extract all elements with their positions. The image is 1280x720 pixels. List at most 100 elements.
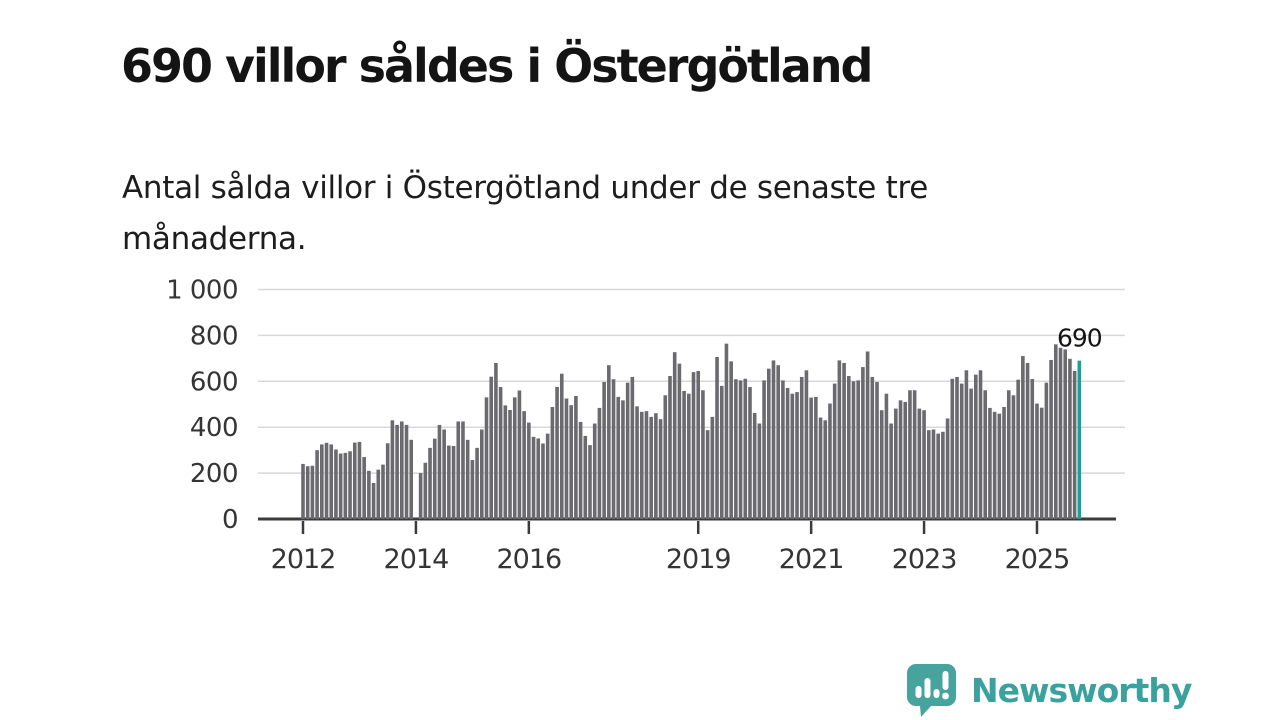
bar [912, 390, 917, 519]
bar [959, 383, 964, 519]
bar [715, 356, 719, 519]
bar [541, 443, 545, 519]
bar [381, 464, 385, 519]
bar [766, 368, 771, 519]
bar [310, 465, 315, 519]
bar [992, 411, 997, 519]
bar [964, 370, 969, 519]
bar [832, 383, 837, 519]
bar [334, 449, 338, 519]
bar [592, 423, 597, 519]
bar [842, 362, 846, 519]
bar [719, 385, 724, 519]
bar [799, 376, 804, 519]
page-subtitle: Antal sålda villor i Östergötland under … [122, 170, 928, 257]
bar [931, 429, 936, 519]
bar [687, 393, 691, 519]
bar [663, 395, 668, 519]
newsworthy-logo-icon [907, 664, 956, 717]
bar [889, 423, 893, 519]
bar [301, 463, 305, 519]
bar [555, 387, 559, 519]
bar [856, 380, 860, 519]
bar [343, 452, 348, 519]
bar [639, 411, 644, 519]
bar [447, 445, 451, 519]
bar [668, 376, 672, 519]
bar [423, 462, 428, 519]
y-tick-label: 600 [190, 367, 238, 397]
bar [371, 482, 376, 519]
bar [710, 416, 715, 519]
bar [635, 406, 639, 519]
bar [559, 373, 564, 519]
bar [846, 376, 851, 519]
y-tick-label: 1 000 [166, 276, 238, 306]
bar [456, 421, 461, 519]
bar [1068, 358, 1072, 519]
highlight-value-label: 690 [1057, 324, 1102, 353]
bar [390, 420, 395, 519]
bar [903, 401, 908, 519]
bar [757, 423, 762, 519]
bar [818, 417, 823, 519]
bar [621, 400, 625, 519]
bar [451, 446, 456, 519]
bar [705, 430, 710, 519]
bar [729, 361, 733, 519]
bar [861, 367, 865, 519]
bar [894, 408, 898, 519]
bar [762, 380, 766, 519]
bar [1011, 395, 1016, 519]
bar [696, 370, 701, 519]
bar [748, 387, 752, 519]
bar [498, 387, 503, 519]
bar [395, 424, 399, 519]
bar [1039, 407, 1044, 519]
bar [550, 407, 555, 519]
bar [489, 376, 493, 519]
bar [658, 419, 663, 519]
bar [691, 372, 696, 519]
bar [795, 392, 799, 519]
bar [527, 422, 531, 519]
bar [418, 473, 423, 519]
x-tick-label: 2012 [271, 544, 336, 575]
bar [324, 442, 329, 519]
y-tick-label: 200 [190, 459, 238, 489]
bar [362, 457, 366, 519]
brand-name: Newsworthy [971, 670, 1192, 710]
newsworthy-brand[interactable]: Newsworthy [902, 662, 1192, 718]
bar [376, 469, 381, 519]
bar [578, 421, 583, 519]
bar [494, 362, 498, 519]
bar [701, 390, 705, 519]
bar [908, 390, 912, 519]
bar [479, 429, 484, 519]
bar [677, 363, 682, 519]
bar [329, 444, 334, 519]
bar [917, 408, 922, 519]
x-tick-label: 2021 [779, 544, 844, 575]
bar [1006, 390, 1011, 519]
bar [409, 439, 414, 519]
bar [955, 376, 959, 519]
bar [597, 407, 602, 519]
bar [367, 470, 371, 519]
bar [870, 376, 875, 519]
bar [569, 405, 573, 519]
bar [611, 379, 616, 519]
bar [602, 381, 606, 519]
bar [997, 413, 1002, 519]
bar [837, 360, 842, 519]
x-tick-label: 2023 [892, 544, 957, 575]
bar [978, 370, 983, 519]
bar [950, 378, 955, 519]
bar [879, 410, 884, 519]
bar [470, 460, 475, 519]
bar [400, 421, 404, 519]
bar [926, 430, 931, 519]
bar [503, 405, 508, 519]
bar [1035, 403, 1039, 519]
